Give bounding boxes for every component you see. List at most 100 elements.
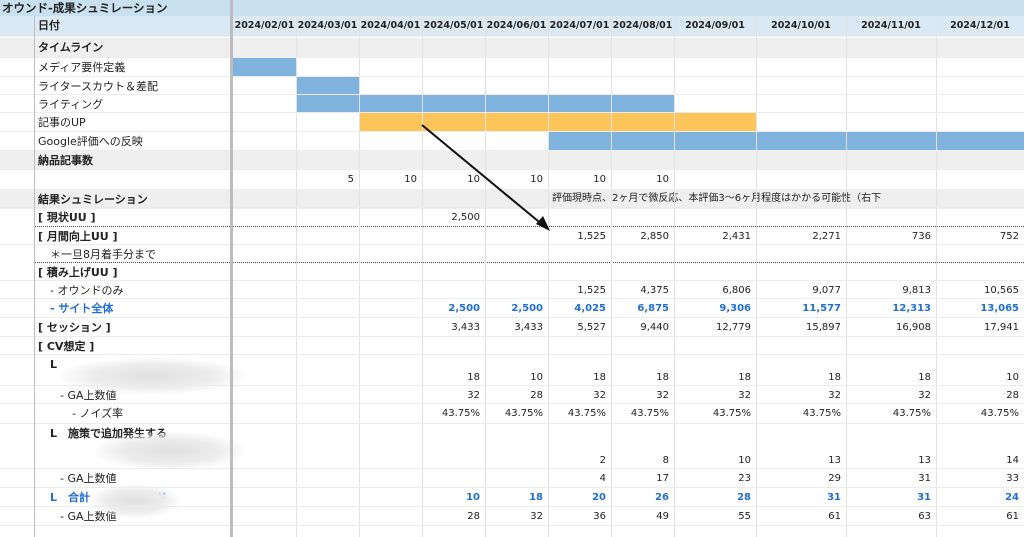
row-gridline — [0, 36, 1024, 37]
delivered-cell: 10 — [593, 174, 606, 185]
date-column-header: 2024/03/01 — [297, 20, 358, 31]
row-gridline — [0, 385, 1024, 386]
date-column-header: 2024/08/01 — [612, 20, 673, 31]
column-gridline — [936, 16, 937, 537]
delivered-cell: 10 — [530, 174, 543, 185]
monthly-note: ＊一旦8月着手分まで — [50, 248, 156, 261]
site-cell: 11,577 — [802, 303, 841, 314]
ga2-cell: 23 — [738, 473, 751, 484]
owned-cell: 9,813 — [902, 285, 931, 296]
ga1-cell: 32 — [467, 390, 480, 401]
ga3-cell: 63 — [918, 511, 931, 522]
ga1-cell: 32 — [828, 390, 841, 401]
current-uu-cell: 2,500 — [451, 212, 480, 223]
monthly-uu-cell: 2,271 — [812, 231, 841, 242]
session-cell: 15,897 — [806, 322, 841, 333]
total-cell: 26 — [655, 492, 669, 503]
cv1-cell: 18 — [593, 372, 606, 383]
cv-label: [ CV想定 ] — [38, 340, 95, 353]
cv1-cell: 10 — [530, 372, 543, 383]
evaluation-note: 評価現時点、2ヶ月で微反応、本評価3〜6ヶ月程度はかかる可能性（右下 — [552, 193, 882, 204]
total-cell: 28 — [737, 492, 751, 503]
noise-cell: 43.75% — [802, 408, 841, 419]
sheet-title-bar: オウンド-成果シュミレーション — [0, 0, 1024, 16]
cv1-label: L — [50, 358, 58, 371]
date-label: 日付 — [38, 19, 60, 32]
site-cell: 12,313 — [892, 303, 931, 314]
noise-cell: 43.75% — [504, 408, 543, 419]
row-gridline — [0, 525, 1024, 526]
task-label: ライティング — [38, 98, 104, 111]
delivered-section-label: 納品記事数 — [38, 154, 93, 167]
task-label: ライタースカウト＆差配 — [38, 80, 159, 93]
cv-row: [ CV想定 ] — [0, 337, 1024, 356]
task-label: 記事のUP — [38, 116, 86, 129]
task-label: メディア要件定義 — [38, 61, 126, 74]
owned-label: - オウンドのみ — [50, 284, 124, 297]
timeline-task-row: ライタースカウト＆差配 — [0, 77, 1024, 96]
redaction-blur — [95, 432, 245, 470]
monthly-note-row: ＊一旦8月着手分まで — [0, 245, 1024, 264]
timeline-task-row: ライティング — [0, 95, 1024, 114]
site-row: - サイト全体 — [0, 299, 1024, 318]
ga1-cell: 32 — [656, 390, 669, 401]
ga2-cell: 29 — [828, 473, 841, 484]
row-gridline — [0, 336, 1024, 337]
total-cell: 10 — [466, 492, 480, 503]
stacked-uu-row: [ 積み上げUU ] — [0, 263, 1024, 282]
noise-row: - ノイズ率 — [0, 404, 1024, 423]
current-uu-label: [ 現状UU ] — [38, 211, 96, 224]
cv2-cell: 14 — [1006, 455, 1019, 466]
ga2-cell: 33 — [1006, 473, 1019, 484]
dotted-separator — [34, 262, 1024, 263]
row-gridline — [0, 506, 1024, 507]
row-gridline — [0, 57, 1024, 58]
site-label: - サイト全体 — [50, 302, 114, 315]
column-gridline — [359, 16, 360, 537]
results-section-label: 結果シュミレーション — [38, 193, 148, 206]
ga3-cell: 55 — [738, 511, 751, 522]
noise-cell: 43.75% — [892, 408, 931, 419]
site-cell: 6,875 — [637, 303, 669, 314]
ga1-cell: 32 — [593, 390, 606, 401]
cv1-cell: 10 — [1006, 372, 1019, 383]
delivered-section-row: 納品記事数 — [0, 151, 1024, 170]
ga3-cell: 61 — [1006, 511, 1019, 522]
ga1-cell: 28 — [1006, 390, 1019, 401]
monthly-uu-label: [ 月間向上UU ] — [38, 230, 118, 243]
row-gridline — [0, 423, 1024, 424]
row-gridline — [0, 76, 1024, 77]
ga2-cell: 4 — [599, 473, 606, 484]
cv2-cell: 13 — [918, 455, 931, 466]
total-cell: 31 — [917, 492, 931, 503]
row-gridline — [0, 94, 1024, 95]
cv1-cell: 18 — [738, 372, 751, 383]
delivered-cell: 5 — [347, 174, 354, 185]
timeline-section-label: タイムライン — [38, 41, 104, 54]
row-gridline — [0, 280, 1024, 281]
date-column-header: 2024/04/01 — [360, 20, 421, 31]
date-column-header: 2024/09/01 — [685, 20, 745, 31]
owned-row: - オウンドのみ — [0, 281, 1024, 300]
date-column-header: 2024/12/01 — [950, 20, 1010, 31]
date-column-header: 2024/06/01 — [486, 20, 547, 31]
cv1-cell: 18 — [467, 372, 480, 383]
total-cell: 20 — [592, 492, 606, 503]
noise-cell: 43.75% — [630, 408, 669, 419]
monthly-uu-cell: 752 — [999, 231, 1019, 242]
gantt-bar-media — [233, 58, 296, 76]
monthly-uu-row: [ 月間向上UU ] — [0, 227, 1024, 246]
noise-cell: 43.75% — [712, 408, 751, 419]
redaction-blur — [90, 484, 180, 518]
date-column-header: 2024/07/01 — [549, 20, 610, 31]
ga2-cell: 17 — [656, 473, 669, 484]
date-column-header: 2024/05/01 — [423, 20, 484, 31]
total-cell: 24 — [1005, 492, 1019, 503]
total-cell: 18 — [529, 492, 543, 503]
owned-cell: 4,375 — [640, 285, 669, 296]
ga1-cell: 28 — [530, 390, 543, 401]
row-gridline — [0, 150, 1024, 151]
column-gridline — [296, 16, 297, 537]
sheet-title: オウンド-成果シュミレーション — [2, 1, 168, 15]
date-column-header: 2024/02/01 — [234, 20, 295, 31]
